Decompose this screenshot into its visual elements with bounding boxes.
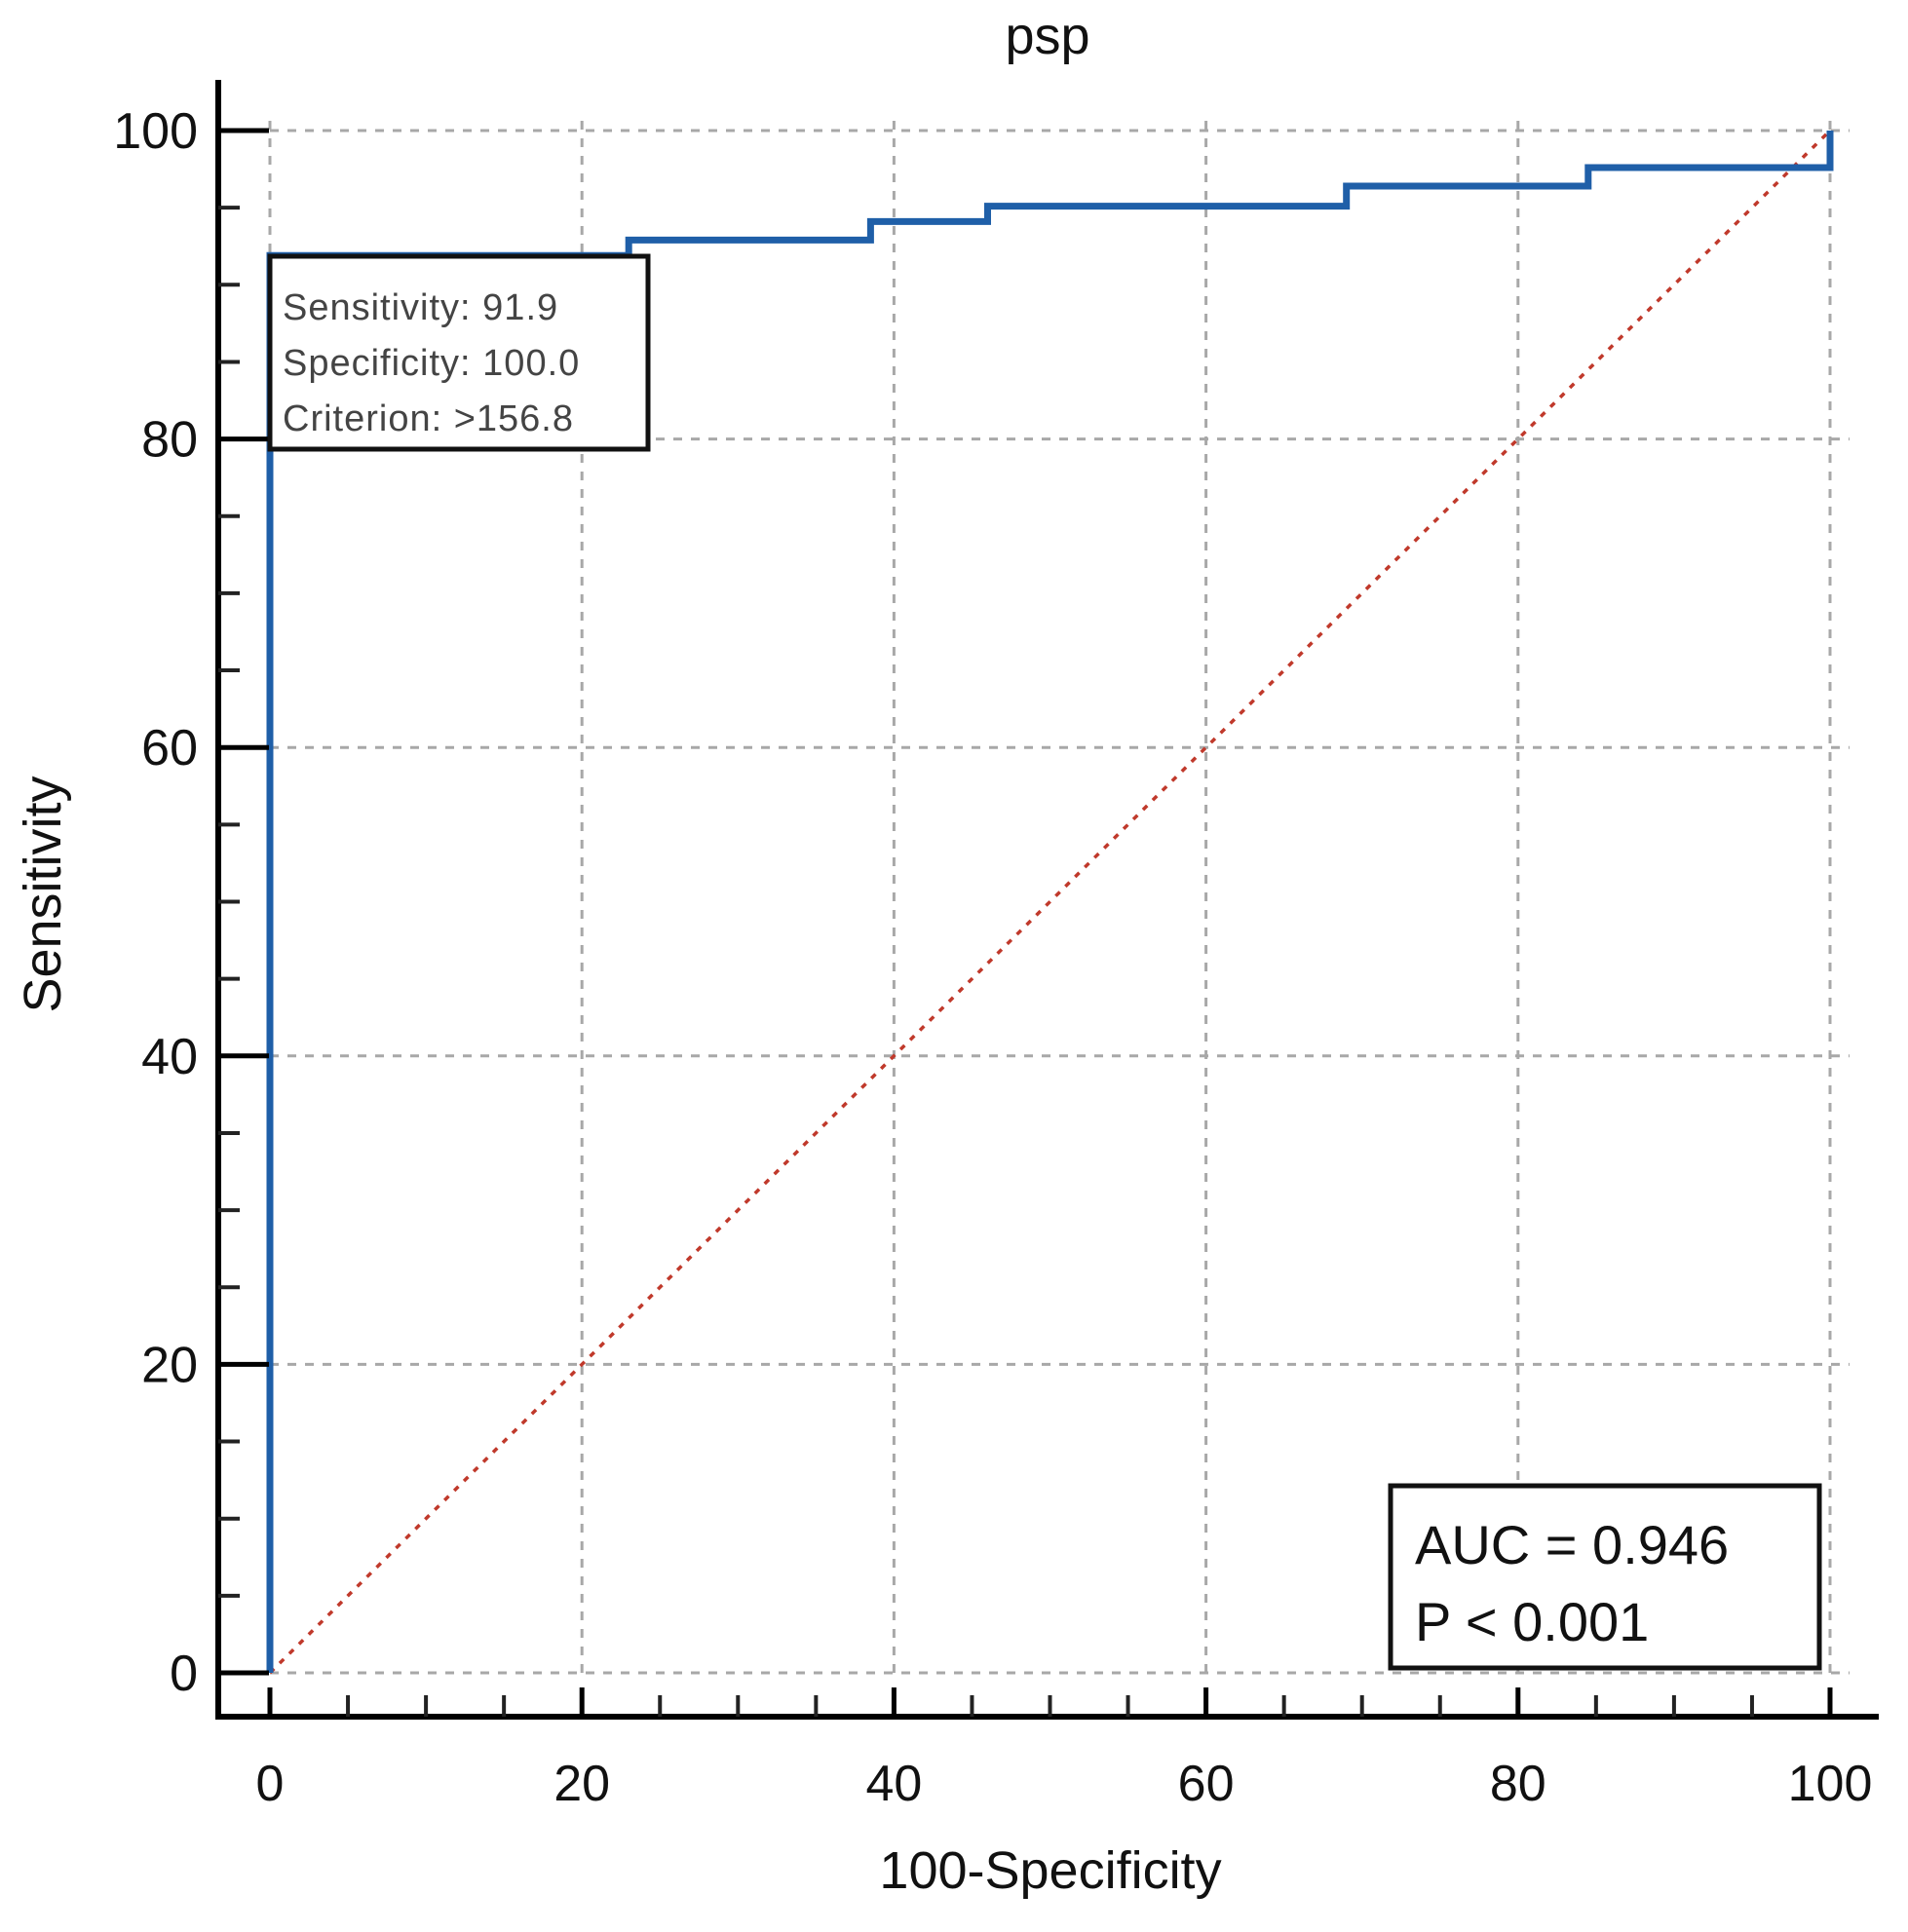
y-tick-label-80: 80 xyxy=(141,412,198,469)
stats-box-frame xyxy=(1388,1483,1822,1671)
reference-diagonal xyxy=(268,129,1832,1675)
criterion-sensitivity: Sensitivity: 91.9 xyxy=(283,287,558,328)
criterion-box: Sensitivity: 91.9 Specificity: 100.0 Cri… xyxy=(267,253,651,452)
y-tick-label-40: 40 xyxy=(141,1029,198,1085)
criterion-box-frame xyxy=(267,253,651,452)
y-axis-title: Sensitivity xyxy=(14,776,72,1012)
chart-title: psp xyxy=(1005,7,1089,65)
y-tick-label-20: 20 xyxy=(141,1337,198,1393)
y-tick-label-60: 60 xyxy=(141,720,198,777)
x-axis-title: 100-Specificity xyxy=(879,1841,1221,1900)
roc-step-line xyxy=(266,131,1834,1673)
tick-labels: 0 20 40 60 80 100 0 20 40 60 80 100 xyxy=(113,103,1872,1812)
axes xyxy=(215,80,1879,1720)
reference-line xyxy=(268,129,1832,1675)
y-tick-label-100: 100 xyxy=(113,103,198,160)
x-tick-label-100: 100 xyxy=(1788,1756,1873,1812)
x-tick-label-20: 20 xyxy=(553,1756,610,1812)
criterion-specificity: Specificity: 100.0 xyxy=(283,343,580,384)
y-tick-label-0: 0 xyxy=(170,1646,198,1702)
x-tick-label-80: 80 xyxy=(1490,1756,1546,1812)
criterion-value: Criterion: >156.8 xyxy=(283,398,574,439)
x-tick-label-0: 0 xyxy=(256,1756,285,1812)
axis-frame xyxy=(215,80,1879,1720)
stats-box: AUC = 0.946 P < 0.001 xyxy=(1388,1483,1822,1671)
x-tick-label-40: 40 xyxy=(865,1756,922,1812)
p-value: P < 0.001 xyxy=(1415,1591,1649,1652)
x-tick-label-60: 60 xyxy=(1178,1756,1235,1812)
auc-value: AUC = 0.946 xyxy=(1415,1514,1729,1575)
